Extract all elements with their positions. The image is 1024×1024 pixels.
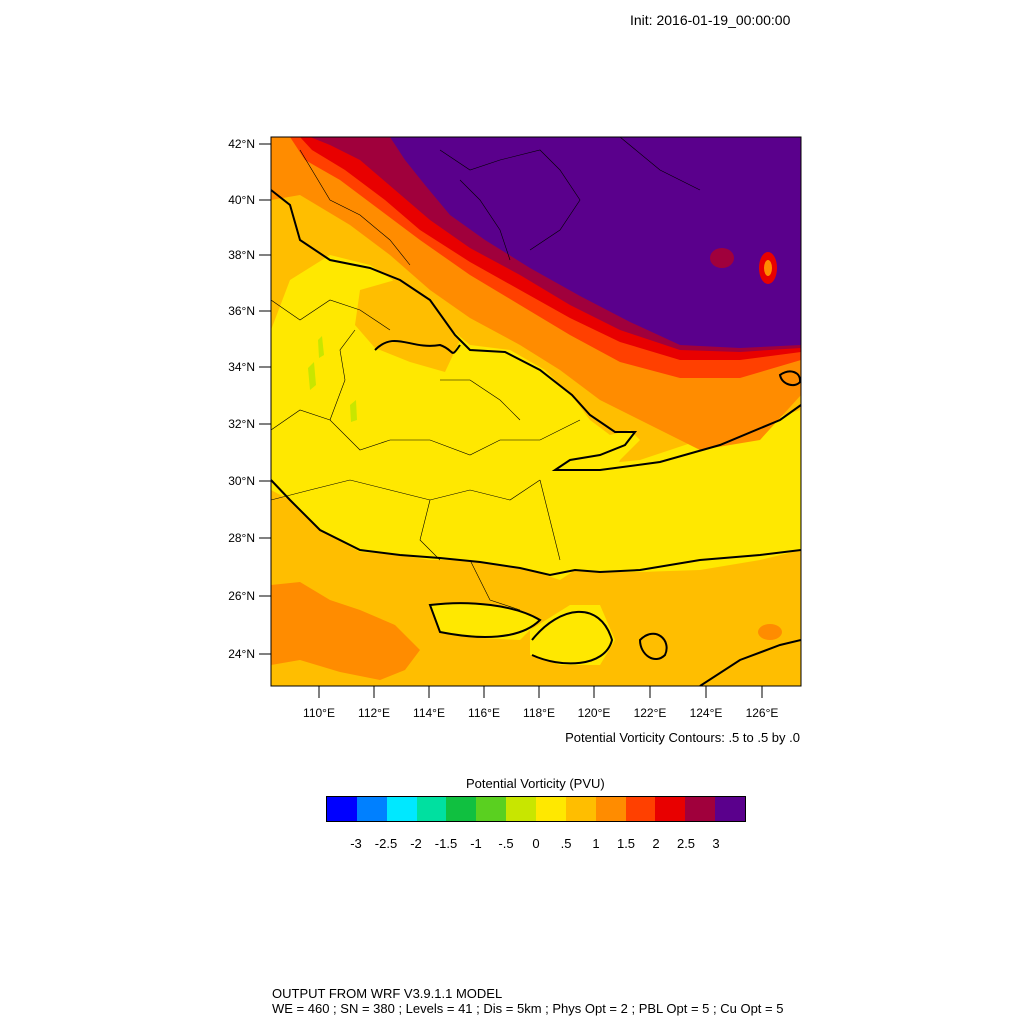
lat-label: 24°N — [228, 647, 255, 661]
pv-region-yellow-taiwan-strait — [530, 605, 615, 665]
colorbar-swatch — [625, 797, 656, 821]
lon-label: 118°E — [523, 706, 555, 720]
colorbar-tick-label: 2 — [652, 836, 660, 851]
lon-label: 126°E — [746, 706, 779, 720]
colorbar-swatch — [506, 797, 537, 821]
lat-label: 34°N — [228, 360, 255, 374]
footer-line-2: WE = 460 ; SN = 380 ; Levels = 41 ; Dis … — [272, 1001, 784, 1016]
pv-region-orange-southwest — [271, 582, 420, 680]
lat-label: 38°N — [228, 248, 255, 262]
model-footer: OUTPUT FROM WRF V3.9.1.1 MODEL WE = 460 … — [272, 986, 783, 1016]
pv-region-purple — [390, 137, 801, 348]
colorbar — [326, 796, 746, 822]
colorbar-swatch — [715, 797, 746, 821]
pv-region-yellow-south — [430, 603, 540, 640]
colorbar-swatch — [327, 797, 357, 821]
colorbar-swatch — [685, 797, 716, 821]
colorbar-swatch — [416, 797, 447, 821]
colorbar-swatch — [655, 797, 686, 821]
lat-label: 36°N — [228, 304, 255, 318]
pv-spot-amber-east — [758, 624, 782, 640]
colorbar-swatch — [595, 797, 626, 821]
init-time-label: Init: 2016-01-19_00:00:00 — [630, 12, 791, 28]
contour-note: Potential Vorticity Contours: .5 to .5 b… — [565, 730, 800, 745]
pv-contour-lines — [271, 189, 801, 686]
colorbar-labels: -3 -2.5 -2 -1.5 -1 -.5 0 .5 1 1.5 2 2.5 3 — [326, 836, 746, 852]
pv-region-yellow-east — [540, 410, 801, 572]
colorbar-swatch — [476, 797, 507, 821]
colorbar-tick-label: .5 — [560, 836, 572, 851]
lon-label: 116°E — [468, 706, 500, 720]
colorbar-tick-label: -3 — [350, 836, 362, 851]
pv-spot-red-east-inner — [764, 260, 772, 276]
lon-label: 124°E — [690, 706, 723, 720]
longitude-labels: 110°E 112°E 114°E 116°E 118°E 120°E 122°… — [303, 706, 778, 720]
lon-label: 114°E — [413, 706, 445, 720]
axis-ticks — [259, 143, 763, 698]
colorbar-title: Potential Vorticity (PVU) — [466, 776, 605, 791]
lon-label: 122°E — [634, 706, 667, 720]
colorbar-tick-label: -2.5 — [374, 836, 398, 851]
colorbar-swatch — [386, 797, 417, 821]
colorbar-swatch — [536, 797, 566, 821]
colorbar-tick-label: -1.5 — [434, 836, 458, 851]
lat-label: 32°N — [228, 417, 255, 431]
footer-line-1: OUTPUT FROM WRF V3.9.1.1 MODEL — [272, 986, 503, 1001]
colorbar-tick-label: -1 — [470, 836, 482, 851]
lat-label: 30°N — [228, 474, 255, 488]
lat-label: 28°N — [228, 531, 255, 545]
colorbar-tick-label: -.5 — [498, 836, 514, 851]
colorbar-tick-label: 1 — [592, 836, 600, 851]
colorbar-tick-label: -2 — [410, 836, 422, 851]
lon-label: 120°E — [578, 706, 611, 720]
colorbar-tick-label: 1.5 — [616, 836, 636, 851]
lat-label: 40°N — [228, 193, 255, 207]
colorbar-tick-label: 2.5 — [676, 836, 696, 851]
map-frame — [270, 136, 802, 687]
pv-region-amber-shandong — [355, 280, 460, 372]
colorbar-tick-label: 0 — [532, 836, 540, 851]
map-fill-field — [271, 137, 801, 686]
lat-label: 42°N — [228, 137, 255, 151]
pv-region-green-specks — [308, 336, 357, 422]
pv-spot-maroon — [710, 248, 734, 268]
colorbar-swatch — [446, 797, 477, 821]
lon-label: 112°E — [358, 706, 390, 720]
colorbar-swatch — [356, 797, 387, 821]
colorbar-tick-label: 3 — [712, 836, 720, 851]
lon-label: 110°E — [303, 706, 335, 720]
lat-label: 26°N — [228, 589, 255, 603]
colorbar-swatch — [565, 797, 596, 821]
province-borders — [271, 137, 701, 611]
latitude-labels: 42°N 40°N 38°N 36°N 34°N 32°N 30°N 28°N … — [228, 137, 255, 661]
